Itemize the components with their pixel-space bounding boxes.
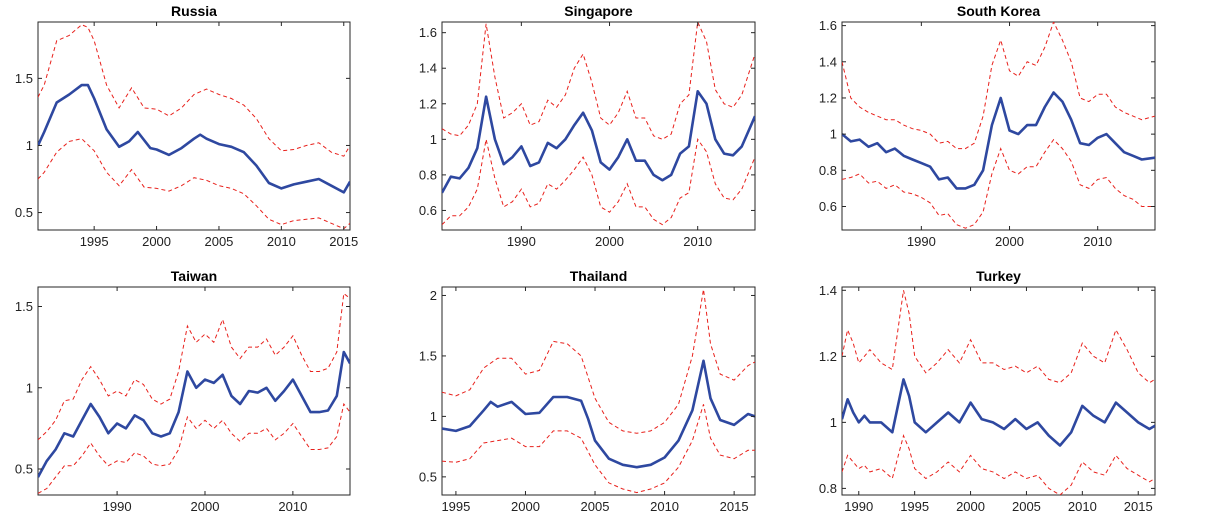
axes-frame [37,286,351,496]
panel-title: Russia [171,3,217,19]
x-tick-label: 2000 [995,234,1024,249]
y-tick-label: 1.5 [15,71,33,86]
y-tick-label: 1 [26,380,33,395]
plot-area [842,290,1155,495]
x-tick-label: 2005 [1012,499,1041,514]
x-tick-label: 2005 [204,234,233,249]
x-tick-label: 1990 [907,234,936,249]
y-tick-label: 1 [430,409,437,424]
panel-title: Taiwan [171,268,217,284]
y-tick-label: 1.4 [819,54,837,69]
panel-turkey: Turkey 1990 1995 2000 2005 2010 2015 0.8 1 1.2 1.4 [819,268,1156,514]
x-tick-label: 2015 [1124,499,1153,514]
y-tick-label: 1 [430,132,437,147]
x-tick-label: 2015 [720,499,749,514]
upper-band-line [442,289,755,434]
upper-band-line [38,292,350,441]
x-tick-label: 1995 [900,499,929,514]
x-tick-label: 1995 [80,234,109,249]
y-tick-label: 1.6 [819,18,837,33]
x-tick-label: 2000 [191,499,220,514]
plot-area [38,292,350,494]
lower-band-line [842,138,1155,229]
lower-band-line [442,404,755,494]
upper-band-line [38,24,350,157]
axes-frame [37,21,351,231]
panel-title: South Korea [957,3,1040,19]
upper-band-line [842,22,1155,150]
central-estimate-line [842,91,1155,190]
x-tick-label: 2000 [956,499,985,514]
x-tick-label: 2010 [650,499,679,514]
y-tick-label: 1.5 [419,348,437,363]
lower-band-line [38,138,350,230]
central-estimate-line [842,378,1155,447]
y-tick-label: 0.6 [419,203,437,218]
y-tick-label: 1.4 [419,61,437,76]
y-tick-label: 1.6 [419,25,437,40]
x-tick-label: 2010 [683,234,712,249]
axes-frame [441,21,756,231]
x-tick-label: 1990 [507,234,536,249]
panel-title: Turkey [976,268,1021,284]
upper-band-line [842,290,1155,384]
x-tick-label: 1990 [103,499,132,514]
y-tick-label: 1.2 [419,96,437,111]
y-tick-label: 0.8 [819,163,837,178]
x-tick-label: 2010 [278,499,307,514]
x-tick-label: 1995 [441,499,470,514]
axes-frame [441,286,756,496]
y-tick-label: 0.8 [819,481,837,496]
central-estimate-line [442,90,755,194]
panel-south-korea: South Korea 1990 2000 2010 0.6 0.8 1 1.2 1.4 1.6 [819,3,1156,249]
x-tick-label: 2010 [1083,234,1112,249]
y-tick-label: 0.5 [15,462,33,477]
x-tick-label: 2015 [329,234,358,249]
y-tick-label: 1 [830,127,837,142]
plot-area [38,24,350,230]
x-tick-label: 2000 [595,234,624,249]
panel-thailand: Thailand 1995 2000 2005 2010 2015 0.5 1 1.5 2 [419,268,756,514]
x-tick-label: 2000 [142,234,171,249]
y-tick-label: 0.5 [15,205,33,220]
panel-singapore: Singapore 1990 2000 2010 0.6 0.8 1 1.2 1.4 1.6 [419,3,756,249]
x-tick-label: 2005 [581,499,610,514]
x-tick-label: 2010 [1068,499,1097,514]
y-tick-label: 0.8 [419,167,437,182]
axes-frame [841,286,1156,496]
y-tick-label: 1 [26,138,33,153]
lower-band-line [842,434,1155,495]
lower-band-line [442,138,755,226]
plot-area [842,22,1155,229]
panel-taiwan: Taiwan 1990 2000 2010 0.5 1 1.5 [15,268,351,514]
panel-title: Thailand [570,268,628,284]
x-tick-label: 2010 [267,234,296,249]
panel-russia: Russia 1995 2000 2005 2010 2015 0.5 1 1.5 [15,3,358,249]
central-estimate-line [442,359,755,469]
lower-band-line [38,402,350,494]
y-tick-label: 0.5 [419,469,437,484]
plot-area [442,289,755,494]
plot-area [442,22,755,226]
central-estimate-line [38,350,350,478]
axes-frame [841,21,1156,231]
y-tick-label: 1 [830,415,837,430]
y-tick-label: 1.4 [819,283,837,298]
x-tick-label: 1990 [844,499,873,514]
panel-title: Singapore [564,3,633,19]
x-tick-label: 2000 [511,499,540,514]
y-tick-label: 1.2 [819,90,837,105]
y-tick-label: 0.6 [819,199,837,214]
central-estimate-line [38,83,350,194]
y-tick-label: 1.5 [15,299,33,314]
y-tick-label: 2 [430,288,437,303]
upper-band-line [442,22,755,140]
y-tick-label: 1.2 [819,349,837,364]
